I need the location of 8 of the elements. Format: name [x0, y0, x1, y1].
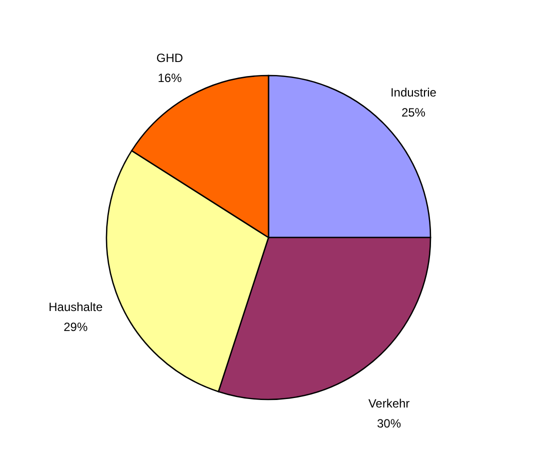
data-label: 16%: [158, 70, 182, 85]
data-label: 25%: [401, 106, 426, 120]
data-label: 30%: [376, 416, 402, 430]
slice-label: Industrie: [390, 86, 437, 100]
slice-label: GHD: [156, 50, 184, 65]
data-label: 29%: [64, 320, 88, 334]
slice-label: Verkehr: [368, 396, 410, 410]
slice-label: Haushalte: [48, 300, 103, 314]
